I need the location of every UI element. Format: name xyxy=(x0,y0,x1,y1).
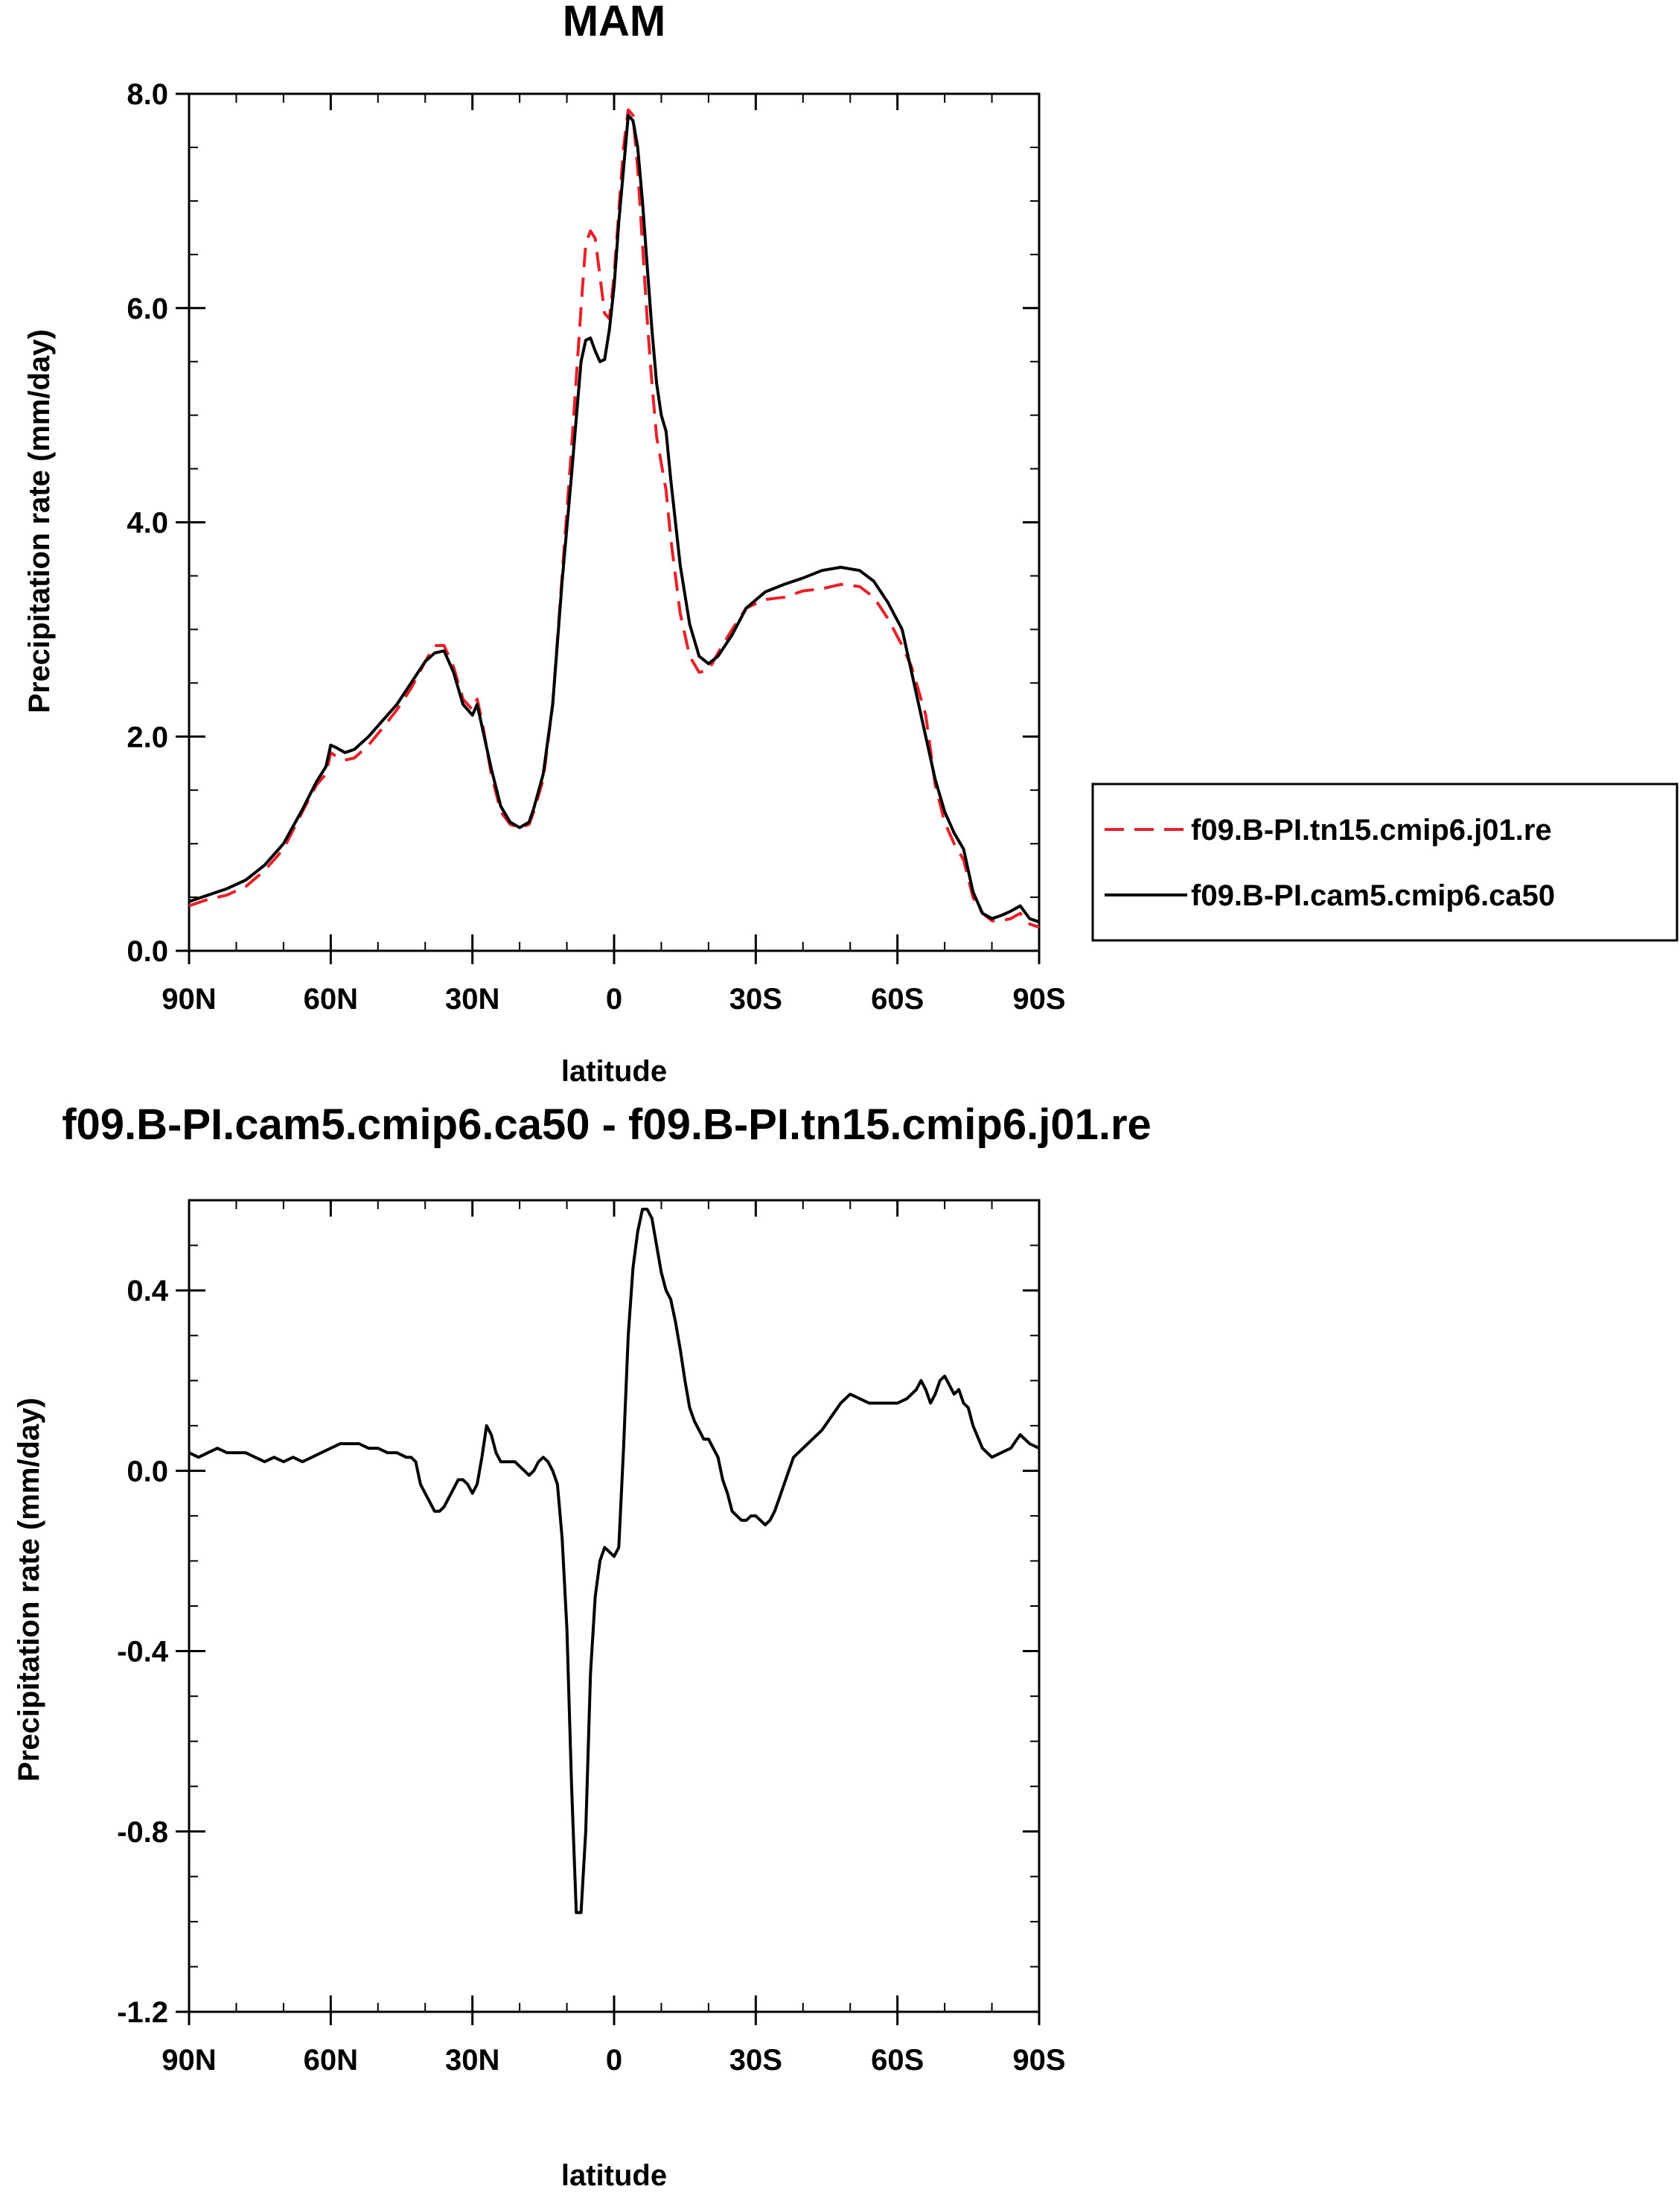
legend: f09.B-PI.tn15.cmip6.j01.re f09.B-PI.cam5… xyxy=(1091,783,1679,942)
top-y-tick-label: 0.0 xyxy=(127,935,168,968)
bottom-y-axis-title: Precipitation rate (mm/day) xyxy=(13,1398,45,1782)
top-x-tick-label: 0 xyxy=(606,983,622,1016)
top-y-axis-title: Precipitation rate (mm/day) xyxy=(23,329,56,713)
legend-label-series-2: f09.B-PI.cam5.cmip6.ca50 xyxy=(1191,879,1555,912)
top-x-tick-label: 60N xyxy=(304,983,358,1016)
bottom-y-tick-label: 0.0 xyxy=(127,1455,168,1488)
legend-label-series-1: f09.B-PI.tn15.cmip6.j01.re xyxy=(1191,814,1552,847)
bottom-y-tick-label: -0.8 xyxy=(117,1816,168,1849)
legend-frame xyxy=(1091,783,1679,942)
top-series-line-f09-b-pi-tn15-cmip6-j01-re xyxy=(188,108,1040,929)
bottom-x-axis-title: latitude xyxy=(561,2159,667,2192)
bottom-chart-title: f09.B-PI.cam5.cmip6.ca50 - f09.B-PI.tn15… xyxy=(62,1100,1152,1149)
top-y-tick-label: 6.0 xyxy=(127,293,168,325)
bottom-y-tick-label: -0.4 xyxy=(117,1636,169,1669)
bottom-x-tick-label: 30S xyxy=(729,2044,782,2077)
top-x-tick-label: 60S xyxy=(871,983,924,1016)
bottom-x-tick-label: 90S xyxy=(1012,2044,1065,2077)
top-y-tick-label: 8.0 xyxy=(127,78,168,111)
top-y-tick-label: 4.0 xyxy=(127,507,168,540)
bottom-x-tick-label: 0 xyxy=(606,2044,622,2077)
top-chart-title: MAM xyxy=(563,0,666,45)
bottom-plot-frame xyxy=(188,1199,1041,2013)
top-series-line-f09-b-pi-cam5-cmip6-ca50 xyxy=(188,113,1040,924)
bottom-series-line-difference xyxy=(188,1208,1040,1914)
top-x-tick-label: 90S xyxy=(1012,983,1065,1016)
top-x-tick-label: 90N xyxy=(162,983,216,1016)
chart-layer: 90N 60N 30N 0 30S 60S 90S 0.0 2.0 4.0 6.0 8.0 90N 60N… xyxy=(117,78,1066,2077)
bottom-x-tick-label: 60S xyxy=(871,2044,924,2077)
top-x-axis-title: latitude xyxy=(561,1055,667,1088)
top-plot-frame xyxy=(188,92,1041,952)
bottom-y-tick-label: -1.2 xyxy=(117,1996,168,2029)
top-x-tick-label: 30N xyxy=(445,983,499,1016)
top-x-tick-label: 30S xyxy=(729,983,782,1016)
bottom-x-tick-label: 90N xyxy=(162,2044,216,2077)
bottom-x-tick-label: 60N xyxy=(304,2044,358,2077)
top-y-tick-label: 2.0 xyxy=(127,721,168,754)
bottom-y-tick-label: 0.4 xyxy=(127,1275,168,1307)
bottom-x-tick-label: 30N xyxy=(445,2044,499,2077)
